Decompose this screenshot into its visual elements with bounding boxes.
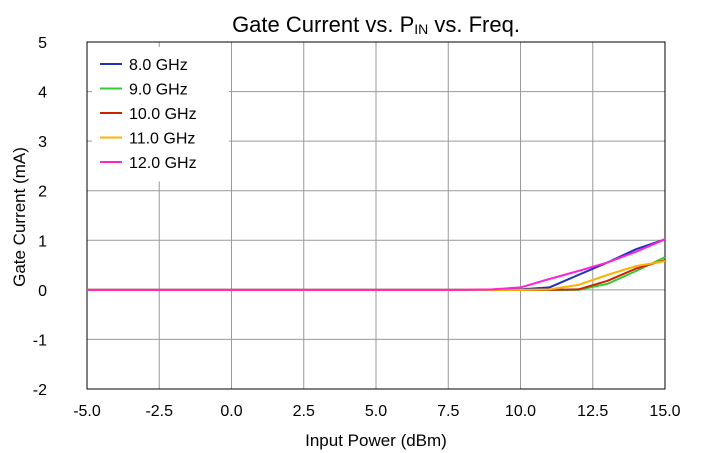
x-tick-label: 0.0 — [220, 403, 242, 420]
legend-item-label: 9.0 GHz — [129, 82, 188, 99]
x-tick-label: -5.0 — [73, 403, 101, 420]
x-tick-label: 12.5 — [577, 403, 608, 420]
legend: 8.0 GHz 9.0 GHz 10.0 GHz 11.0 GHz 12.0 GHz — [92, 47, 229, 182]
y-tick-label: 1 — [38, 233, 47, 250]
x-tick-label: -2.5 — [145, 403, 173, 420]
legend-item-label: 8.0 GHz — [129, 57, 188, 74]
x-tick-label: 7.5 — [437, 403, 459, 420]
y-axis-ticks: -2 -1 0 1 2 3 4 5 — [33, 35, 47, 399]
series-layer — [87, 238, 666, 291]
x-tick-label: 2.5 — [293, 403, 315, 420]
legend-item-label: 12.0 GHz — [129, 155, 197, 172]
chart-title: Gate Current vs. PIN vs. Freq. — [232, 12, 520, 37]
plot-area — [86, 41, 666, 390]
y-tick-label: 5 — [38, 35, 47, 52]
series-line — [87, 238, 666, 291]
legend-item-label: 10.0 GHz — [129, 106, 197, 123]
x-axis-label: Input Power (dBm) — [305, 431, 447, 450]
y-tick-label: 3 — [38, 134, 47, 151]
y-tick-label: -2 — [33, 382, 47, 399]
y-tick-label: -1 — [33, 332, 47, 349]
x-tick-label: 5.0 — [365, 403, 387, 420]
legend-box — [92, 47, 229, 182]
y-tick-label: 0 — [38, 283, 47, 300]
x-axis-ticks: -5.0 -2.5 0.0 2.5 5.0 7.5 10.0 12.5 15.0 — [73, 403, 680, 420]
x-tick-label: 10.0 — [505, 403, 536, 420]
x-tick-label: 15.0 — [649, 403, 680, 420]
legend-item-label: 11.0 GHz — [129, 131, 195, 148]
y-tick-label: 2 — [38, 184, 47, 201]
y-axis-label: Gate Current (mA) — [10, 147, 29, 287]
y-tick-label: 4 — [38, 85, 47, 102]
